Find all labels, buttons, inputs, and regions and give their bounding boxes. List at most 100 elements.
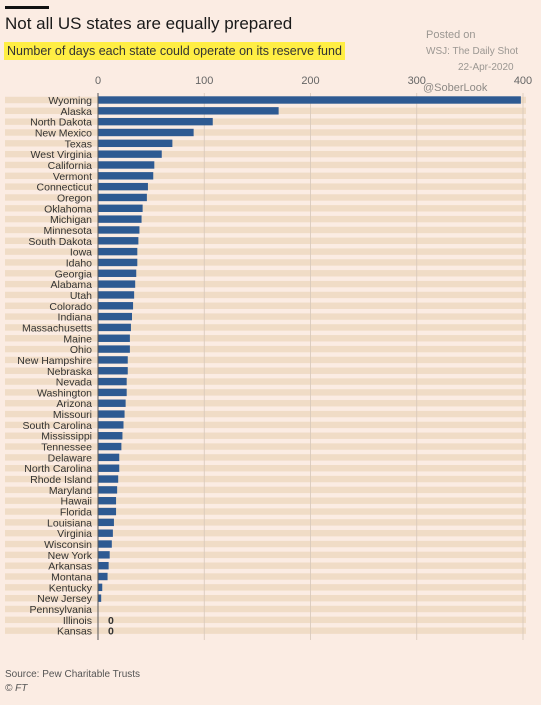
zero-value-label: 0: [108, 615, 114, 627]
category-label: Maine: [63, 333, 92, 345]
bar: [98, 561, 109, 570]
bar: [98, 399, 126, 407]
row-stripe: [5, 389, 526, 396]
row-stripe: [5, 584, 526, 591]
bar: [98, 302, 134, 310]
bar: [98, 551, 110, 559]
category-label: New Hampshire: [17, 355, 92, 367]
bar: [98, 258, 138, 267]
row-stripe: [5, 161, 526, 169]
category-label: Tennessee: [41, 442, 92, 454]
category-label: North Carolina: [24, 463, 92, 475]
bar: [98, 226, 140, 234]
row-stripe: [5, 486, 526, 494]
category-label: Vermont: [53, 171, 92, 183]
category-label: Wyoming: [48, 95, 92, 107]
bar: [98, 161, 155, 169]
bar: [98, 432, 123, 440]
row-stripe: [5, 410, 526, 418]
row-stripe: [5, 573, 526, 580]
bar: [98, 421, 124, 429]
row-stripe: [5, 237, 526, 244]
category-label: Iowa: [70, 247, 92, 259]
category-label: West Virginia: [31, 149, 93, 161]
row-stripe: [5, 302, 526, 309]
row-stripe: [5, 313, 526, 320]
chart-title: Not all US states are equally prepared: [5, 14, 293, 33]
category-label: South Carolina: [23, 420, 93, 432]
x-tick-label: 400: [514, 75, 532, 87]
row-stripe: [5, 140, 526, 147]
row-stripe: [5, 400, 526, 407]
row-stripe: [5, 205, 526, 212]
bar: [98, 139, 173, 148]
row-stripe: [5, 150, 526, 158]
category-label: Delaware: [48, 452, 93, 464]
watermark-date: 22-Apr-2020: [458, 62, 514, 73]
category-label: Florida: [60, 507, 92, 519]
source-note: Source: Pew Charitable Trusts: [5, 669, 141, 680]
category-label: Georgia: [55, 268, 93, 280]
bar: [98, 128, 194, 137]
bar: [98, 356, 128, 364]
category-label: Pennsylvania: [30, 604, 93, 616]
bar: [98, 280, 136, 288]
category-label: Indiana: [58, 312, 93, 324]
bar: [98, 583, 103, 592]
bar: [98, 367, 128, 375]
bar: [98, 345, 130, 353]
bar: [98, 594, 102, 602]
row-stripe: [5, 465, 526, 472]
bar: [98, 193, 147, 202]
bar: [98, 529, 113, 537]
category-label: Ohio: [70, 344, 92, 356]
category-label: Utah: [70, 290, 92, 302]
watermark-source: WSJ: The Daily Shot: [426, 46, 519, 57]
category-label: Minnesota: [44, 225, 93, 237]
bar: [98, 334, 130, 342]
bar: [98, 497, 117, 505]
x-tick-label: 0: [95, 75, 101, 87]
x-tick-label: 100: [195, 75, 213, 87]
category-label: New York: [48, 550, 93, 562]
category-label: Maryland: [49, 485, 92, 497]
bar: [98, 453, 120, 462]
bar: [98, 410, 125, 418]
row-stripe: [5, 475, 526, 483]
bar: [98, 518, 114, 527]
category-label: Hawaii: [60, 496, 92, 508]
bar: [98, 172, 154, 180]
category-label: Washington: [37, 387, 92, 399]
zero-value-label: 0: [108, 626, 114, 638]
row-stripe: [5, 291, 526, 299]
row-stripe: [5, 280, 526, 288]
bar: [98, 107, 279, 115]
category-label: Arkansas: [48, 561, 92, 573]
bar: [98, 323, 131, 332]
bar: [98, 269, 137, 277]
row-stripe: [5, 378, 526, 385]
bar: [98, 540, 112, 548]
row-stripe: [5, 183, 526, 190]
category-label: Massachusetts: [22, 322, 92, 334]
category-label: North Dakota: [30, 117, 92, 129]
category-label: Alabama: [51, 279, 93, 291]
bar: [98, 464, 120, 472]
category-label: Louisiana: [47, 517, 92, 529]
category-label: Alaska: [60, 106, 92, 118]
category-label: Michigan: [50, 214, 92, 226]
row-stripe: [5, 226, 526, 234]
category-label: Nebraska: [47, 366, 92, 378]
category-label: Rhode Island: [30, 474, 92, 486]
row-stripe: [5, 519, 526, 526]
category-label: Oregon: [57, 192, 92, 204]
bar: [98, 291, 135, 299]
row-stripe: [5, 530, 526, 537]
row-stripe: [5, 172, 526, 180]
bar: [98, 388, 127, 397]
bar: [98, 204, 143, 212]
category-label: Arizona: [56, 398, 92, 410]
row-stripe: [5, 194, 526, 201]
row-stripe: [5, 605, 526, 613]
